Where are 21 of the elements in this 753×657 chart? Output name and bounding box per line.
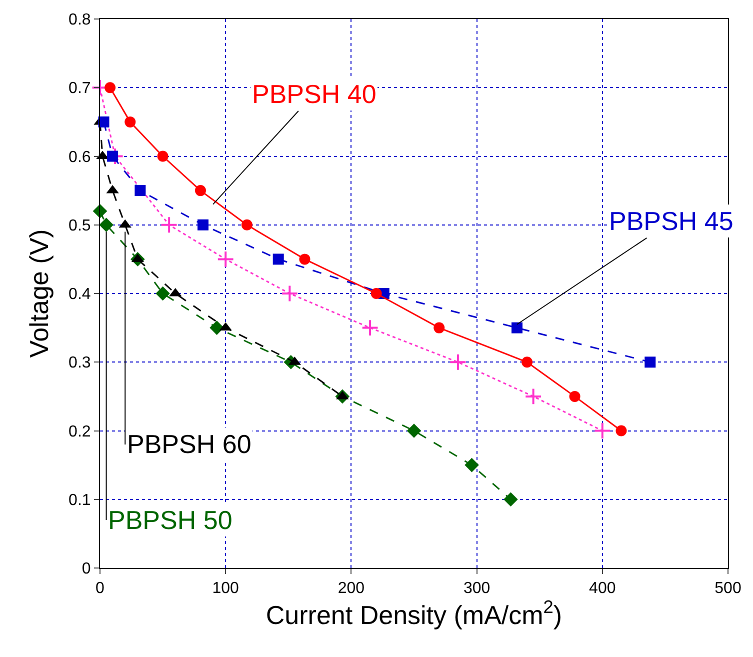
y-tick-label: 0.7 (68, 80, 91, 98)
y-tick-label: 0.4 (68, 286, 91, 304)
y-tick-label: 0.2 (68, 423, 91, 440)
y-tick-label: 0.5 (68, 217, 91, 234)
text: PBPSH 50 (108, 505, 232, 535)
y-tick-label: 0.3 (68, 354, 91, 372)
x-tick-label: 500 (714, 580, 742, 598)
y-tick-label: 0.6 (68, 148, 91, 166)
y-tick-label: 0.8 (68, 12, 91, 29)
x-tick-label: 200 (338, 580, 365, 598)
text: PBPSH 40 (252, 79, 376, 109)
y-axis-title: Voltage (V) (24, 229, 54, 358)
y-tick-label: 0.1 (68, 492, 91, 509)
x-axis-title: Current Density (mA/cm$^{2}$) (266, 597, 562, 630)
x-tick-label: 0 (96, 580, 105, 598)
x-tick-label: 100 (212, 580, 240, 598)
y-tick-label: 0 (82, 560, 91, 578)
x-tick-label: 400 (589, 580, 616, 598)
text: PBPSH 45 (609, 206, 734, 236)
text: PBPSH 60 (127, 429, 252, 459)
x-tick-label: 300 (463, 580, 490, 598)
